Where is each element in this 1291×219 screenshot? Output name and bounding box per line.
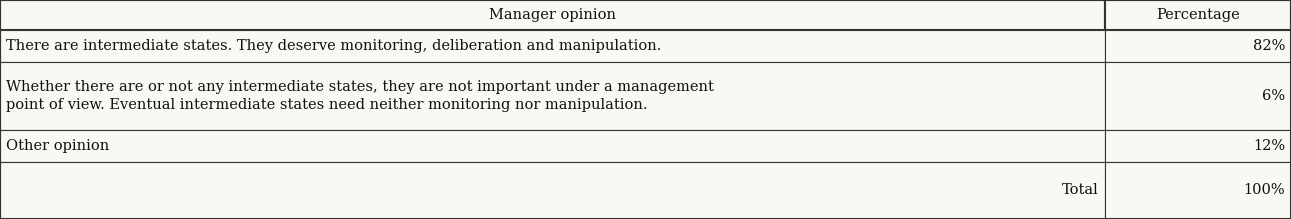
Text: Other opinion: Other opinion — [6, 139, 110, 153]
Text: There are intermediate states. They deserve monitoring, deliberation and manipul: There are intermediate states. They dese… — [6, 39, 661, 53]
Bar — [0, 0, 1105, 30]
Bar — [1105, 62, 1291, 130]
Text: 100%: 100% — [1243, 184, 1285, 198]
Bar — [1105, 30, 1291, 62]
Bar — [1105, 0, 1291, 30]
Text: Total: Total — [1062, 184, 1099, 198]
Text: Manager opinion: Manager opinion — [489, 8, 616, 22]
Bar — [1105, 162, 1291, 219]
Text: 82%: 82% — [1252, 39, 1285, 53]
Bar — [1105, 130, 1291, 162]
Bar — [0, 30, 1105, 62]
Bar — [0, 130, 1105, 162]
Text: Percentage: Percentage — [1157, 8, 1239, 22]
Text: 6%: 6% — [1261, 89, 1285, 103]
Bar — [0, 62, 1105, 130]
Bar — [0, 162, 1105, 219]
Text: Whether there are or not any intermediate states, they are not important under a: Whether there are or not any intermediat… — [6, 80, 714, 112]
Text: 12%: 12% — [1252, 139, 1285, 153]
